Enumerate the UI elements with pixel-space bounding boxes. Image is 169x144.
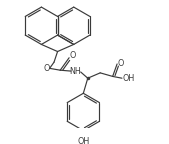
Text: O: O [69, 51, 76, 60]
Text: OH: OH [77, 137, 89, 144]
Text: OH: OH [123, 74, 135, 83]
Text: O: O [44, 64, 50, 73]
Text: O: O [117, 59, 124, 68]
Text: NH: NH [69, 67, 81, 76]
